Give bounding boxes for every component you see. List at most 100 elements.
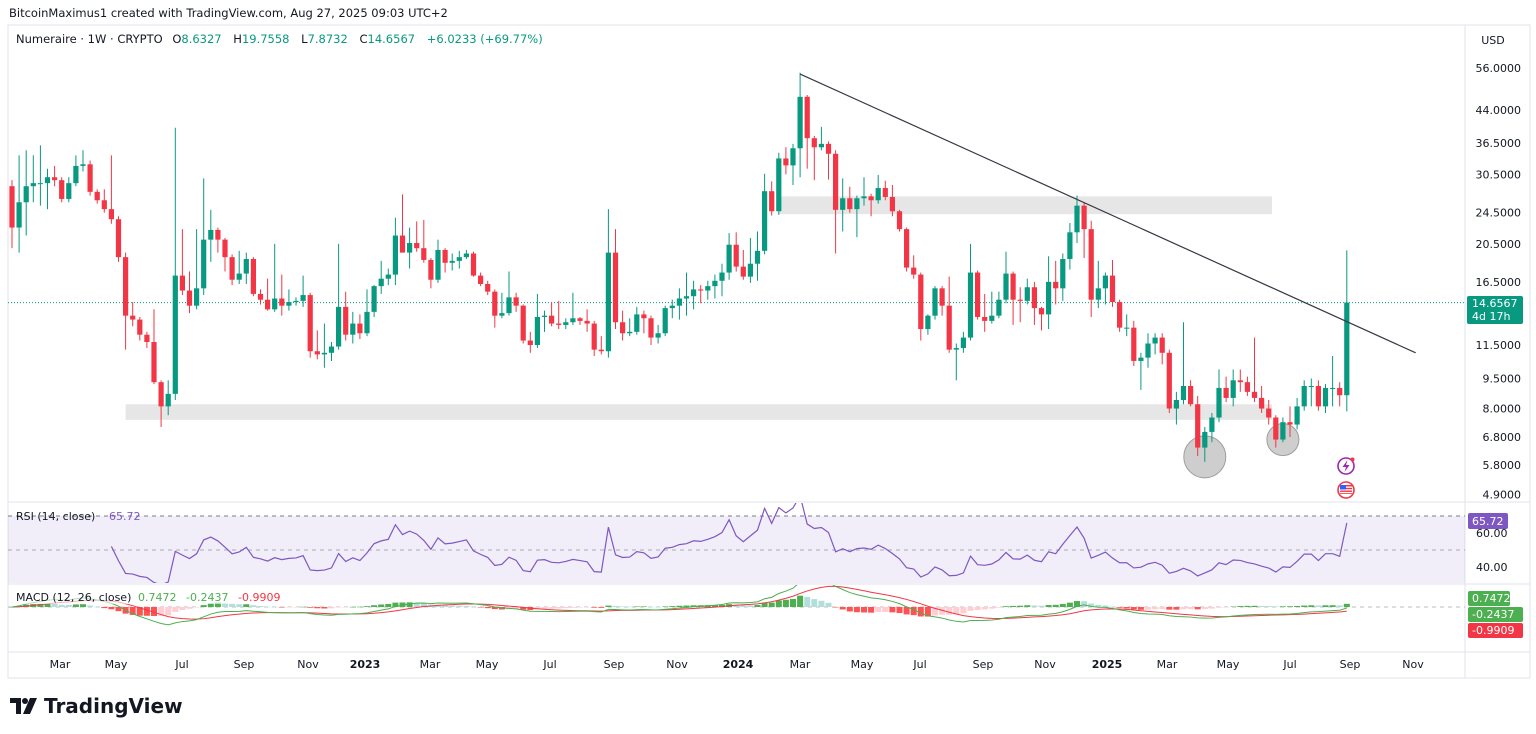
candle [399, 194, 406, 253]
candle [620, 310, 626, 341]
time-axis[interactable]: Mar May Jul Sep Nov 2023 Mar May Jul Sep Nov 2024 Ma… [50, 658, 1425, 671]
candle [1131, 320, 1137, 367]
macd-histogram-bar [1308, 605, 1315, 607]
candle [506, 271, 512, 316]
candle [740, 249, 746, 280]
candle-body [23, 186, 29, 203]
candle-body [669, 305, 675, 309]
low-label: L [301, 32, 308, 46]
macd-histogram-bar [108, 607, 115, 610]
candle [904, 227, 910, 272]
macd-histogram-bar [1088, 603, 1095, 607]
candle [1266, 399, 1272, 425]
candle-body [470, 253, 477, 276]
candle [967, 243, 974, 341]
macd-histogram-bar [456, 605, 463, 607]
time-tick-label: Nov [1402, 658, 1424, 671]
candle-body [30, 183, 36, 187]
macd-histogram-bar [1223, 607, 1230, 608]
candle [421, 219, 427, 263]
candle [747, 237, 753, 283]
candle-body [1294, 406, 1300, 425]
candle-body [94, 191, 100, 201]
candle-body [343, 306, 349, 335]
separator: · [80, 32, 85, 46]
macd-histogram-bar [903, 607, 910, 615]
candle [570, 292, 576, 325]
candle-body [854, 198, 860, 210]
candle-body [442, 249, 448, 263]
candle [946, 276, 952, 353]
macd-histogram-bar [1180, 607, 1187, 610]
macd-histogram-bar [875, 607, 882, 613]
macd-histogram-bar [1294, 606, 1301, 607]
candle-body [364, 311, 370, 334]
candle-body [392, 235, 398, 275]
macd-histogram-bar [307, 607, 314, 608]
candle [23, 150, 29, 236]
macd-histogram-bar [1336, 605, 1343, 607]
candle-body [1074, 205, 1080, 233]
candle-body [1273, 417, 1279, 440]
signal-line [11, 585, 1347, 620]
macd-histogram-bar [974, 607, 981, 611]
candle-body [1031, 287, 1037, 309]
macd-histogram-bar [1216, 607, 1222, 608]
candle [1173, 391, 1179, 425]
close-value: 14.6567 [367, 32, 416, 46]
candle [868, 193, 874, 217]
lightning-icon[interactable] [1337, 457, 1355, 475]
price-tick-label: 6.8000 [1483, 431, 1522, 444]
candle [307, 292, 313, 358]
macd-histogram-bar [953, 607, 960, 615]
candle-body [194, 288, 200, 306]
candle-body [1046, 281, 1052, 315]
candle-body [953, 348, 959, 350]
candle [186, 271, 193, 314]
candle [1209, 412, 1215, 443]
candle [811, 135, 817, 181]
candle-body [44, 177, 51, 184]
rsi-value: 65.72 [1472, 515, 1504, 528]
macd-histogram-bar [1024, 605, 1031, 607]
candle-body [236, 273, 242, 280]
price-tick-label: 56.0000 [1476, 62, 1522, 75]
candle-body [1024, 287, 1030, 301]
us-flag-icon[interactable] [1337, 481, 1355, 499]
price-tick-label: 5.8000 [1483, 459, 1522, 472]
candle [1102, 272, 1108, 305]
time-tick-label: Mar [790, 658, 811, 671]
candle-body [371, 286, 377, 312]
candle [9, 180, 15, 249]
candle-body [1095, 288, 1101, 300]
macd-histogram-bar [868, 607, 875, 613]
tradingview-logo[interactable]: TradingView [10, 694, 183, 718]
symbol-name[interactable]: Numeraire [16, 32, 77, 46]
candle [236, 250, 242, 284]
candle [1159, 333, 1165, 365]
candle-body [1038, 308, 1045, 315]
candle [435, 239, 441, 283]
candle [705, 280, 711, 300]
candle [137, 316, 143, 341]
candle-body [1216, 387, 1222, 418]
macd-histogram-bar [257, 606, 264, 607]
open-label: O [172, 32, 182, 46]
macd-histogram-bar [782, 599, 789, 607]
interval[interactable]: 1W [87, 32, 107, 46]
candle [243, 252, 249, 284]
currency-button[interactable]: USD [1473, 30, 1513, 52]
price-axis[interactable]: 56.0000 44.0000 36.5000 30.5000 24.5000 20.50… [1476, 62, 1522, 501]
macd-histogram-bar [832, 607, 839, 608]
candle-body [889, 196, 895, 212]
macd-histogram-bar [229, 603, 236, 607]
candle-body [1280, 422, 1286, 440]
candle [676, 288, 682, 320]
macd-histogram-bar [896, 607, 903, 614]
candle-body [1088, 229, 1094, 300]
bar-countdown: 4d 17h [1472, 310, 1510, 323]
candle-body [1202, 431, 1208, 448]
macd-histogram-bar [392, 602, 399, 607]
candle [1124, 314, 1130, 337]
